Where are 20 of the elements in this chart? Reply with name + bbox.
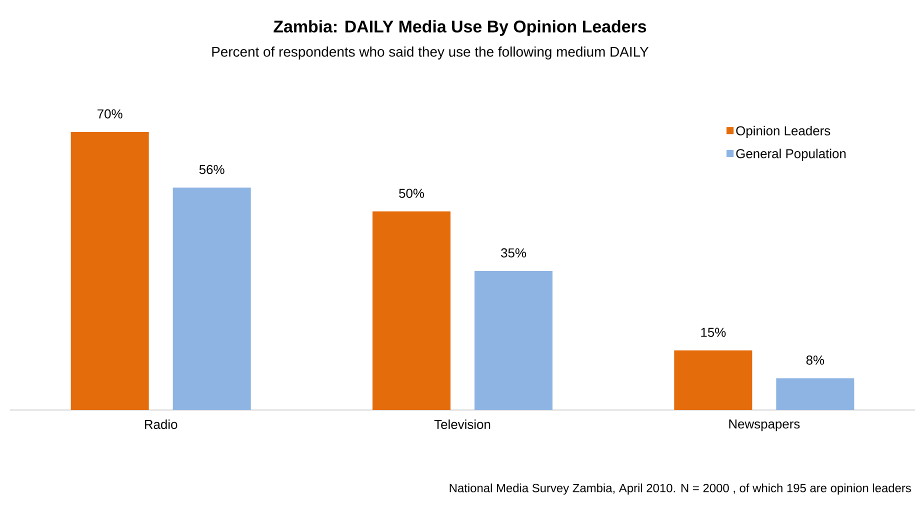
bar: [474, 270, 553, 410]
bar: [70, 132, 149, 410]
text: National Media Survey Zambia, April 2010. N = 2000 , of which 195 are opinion leaders: [450, 484, 911, 495]
x-tick-label: Radio: [144, 420, 178, 430]
data-label: 15%: [701, 328, 726, 337]
bar: [776, 378, 854, 410]
legend-label: General Population: [736, 148, 846, 161]
bar: [674, 350, 752, 410]
bar: [372, 211, 451, 410]
data-label: 35%: [501, 248, 526, 258]
data-label: 50%: [399, 188, 424, 198]
chart-title: Zambia: DAILY Media Use By Opinion Leaders: [274, 20, 646, 36]
x-tick-label: Television: [434, 420, 490, 430]
data-label: 70%: [98, 109, 122, 118]
legend-label: Opinion Leaders: [736, 126, 830, 138]
bar: [172, 188, 251, 410]
data-label: 56%: [199, 164, 224, 174]
x-tick-label: Newspapers: [729, 420, 800, 432]
data-label: 8%: [806, 356, 824, 365]
chart-subtitle: Percent of respondents who said they use the following medium DAILY: [212, 46, 649, 60]
